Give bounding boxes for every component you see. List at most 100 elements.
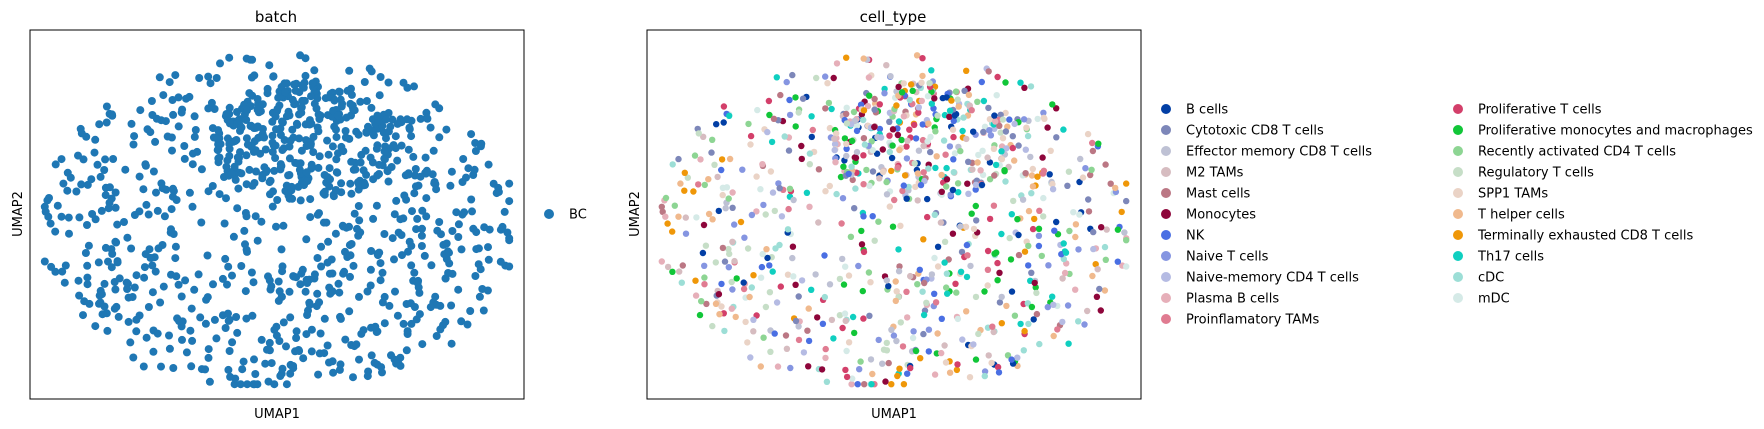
scatter-point (277, 245, 286, 254)
scatter-point (934, 263, 942, 270)
scatter-point (286, 136, 295, 145)
scatter-point (367, 67, 376, 76)
scatter-point (842, 366, 849, 374)
scatter-point (152, 188, 160, 197)
scatter-point (879, 168, 887, 176)
scatter-point (760, 201, 767, 209)
scatter-point (111, 285, 120, 294)
scatter-point (848, 163, 855, 170)
scatter-point (927, 133, 934, 141)
scatter-point (925, 120, 932, 127)
scatter-point (74, 276, 83, 285)
scatter-point (972, 186, 979, 193)
legend-marker (1161, 272, 1171, 282)
legend-item: BC (544, 208, 587, 223)
scatter-point (726, 250, 733, 258)
scatter-point (295, 347, 304, 355)
scatter-point (886, 148, 893, 156)
scatter-point (928, 100, 935, 107)
scatter-point (367, 247, 376, 255)
scatter-point (345, 134, 354, 143)
scatter-point (121, 165, 130, 174)
scatter-point (768, 138, 776, 146)
scatter-point (713, 121, 720, 128)
scatter-point (271, 154, 280, 162)
scatter-point (914, 281, 921, 288)
scatter-point (503, 228, 512, 237)
scatter-point (221, 324, 230, 332)
scatter-point (770, 115, 778, 123)
scatter-point (975, 330, 982, 338)
scatter-point (275, 337, 284, 345)
scatter-point (893, 337, 900, 345)
scatter-point (306, 213, 315, 222)
scatter-point (410, 303, 419, 311)
scatter-point (242, 314, 251, 323)
scatter-point (784, 226, 792, 233)
scatter-point (40, 257, 49, 266)
scatter-point (284, 171, 293, 180)
scatter-point (182, 348, 191, 357)
scatter-point (953, 289, 960, 296)
scatter-point (1011, 312, 1019, 319)
scatter-point (1065, 168, 1073, 175)
scatter-point (390, 255, 398, 264)
scatter-point (223, 280, 231, 289)
scatter-point (860, 152, 867, 159)
scatter-point (250, 355, 258, 364)
scatter-point (919, 72, 926, 80)
scatter-point (188, 160, 197, 169)
scatter-point (857, 358, 864, 365)
scatter-point (323, 341, 332, 350)
scatter-point (422, 166, 431, 175)
scatter-point (905, 183, 912, 191)
scatter-point (885, 283, 892, 290)
scatter-point (806, 161, 813, 168)
scatter-point (928, 271, 936, 278)
scatter-point (1015, 251, 1023, 259)
scatter-point (261, 145, 270, 154)
scatter-point (898, 89, 906, 96)
scatter-point (81, 249, 90, 257)
scatter-point (212, 74, 221, 82)
scatter-point (114, 312, 123, 321)
scatter-point (861, 381, 868, 388)
scatter-point (163, 132, 172, 141)
scatter-point (954, 180, 962, 187)
scatter-point (977, 167, 984, 174)
scatter-point (213, 146, 222, 155)
scatter-point (697, 156, 704, 163)
scatter-point (924, 138, 931, 145)
scatter-point (915, 104, 922, 111)
scatter-point (390, 355, 399, 364)
scatter-point (695, 130, 702, 137)
scatter-point (825, 99, 833, 107)
scatter-point (236, 126, 244, 135)
scatter-point (248, 311, 257, 320)
scatter-point (664, 263, 672, 271)
scatter-point (431, 292, 440, 301)
scatter-point (658, 203, 665, 210)
scatter-point (714, 173, 721, 181)
scatter-point (815, 166, 823, 173)
scatter-point (972, 202, 979, 210)
scatter-point (729, 286, 736, 293)
scatter-point (912, 347, 920, 355)
scatter-point (83, 221, 91, 229)
scatter-point (974, 98, 981, 106)
scatter-point (1030, 316, 1037, 323)
scatter-point (798, 155, 805, 163)
scatter-point (1049, 101, 1056, 108)
scatter-point (188, 336, 197, 345)
scatter-point (966, 374, 974, 381)
scatter-point (821, 252, 828, 259)
scatter-point (943, 284, 950, 291)
legend-label: Terminally exhausted CD8 T cells (1477, 229, 1693, 244)
scatter-point (242, 212, 251, 221)
scatter-point (871, 95, 878, 103)
legend-label: Mast cells (1186, 187, 1251, 202)
scatter-point (153, 329, 162, 338)
scatter-point (832, 159, 839, 166)
scatter-point (57, 155, 66, 164)
scatter-point (985, 104, 992, 112)
